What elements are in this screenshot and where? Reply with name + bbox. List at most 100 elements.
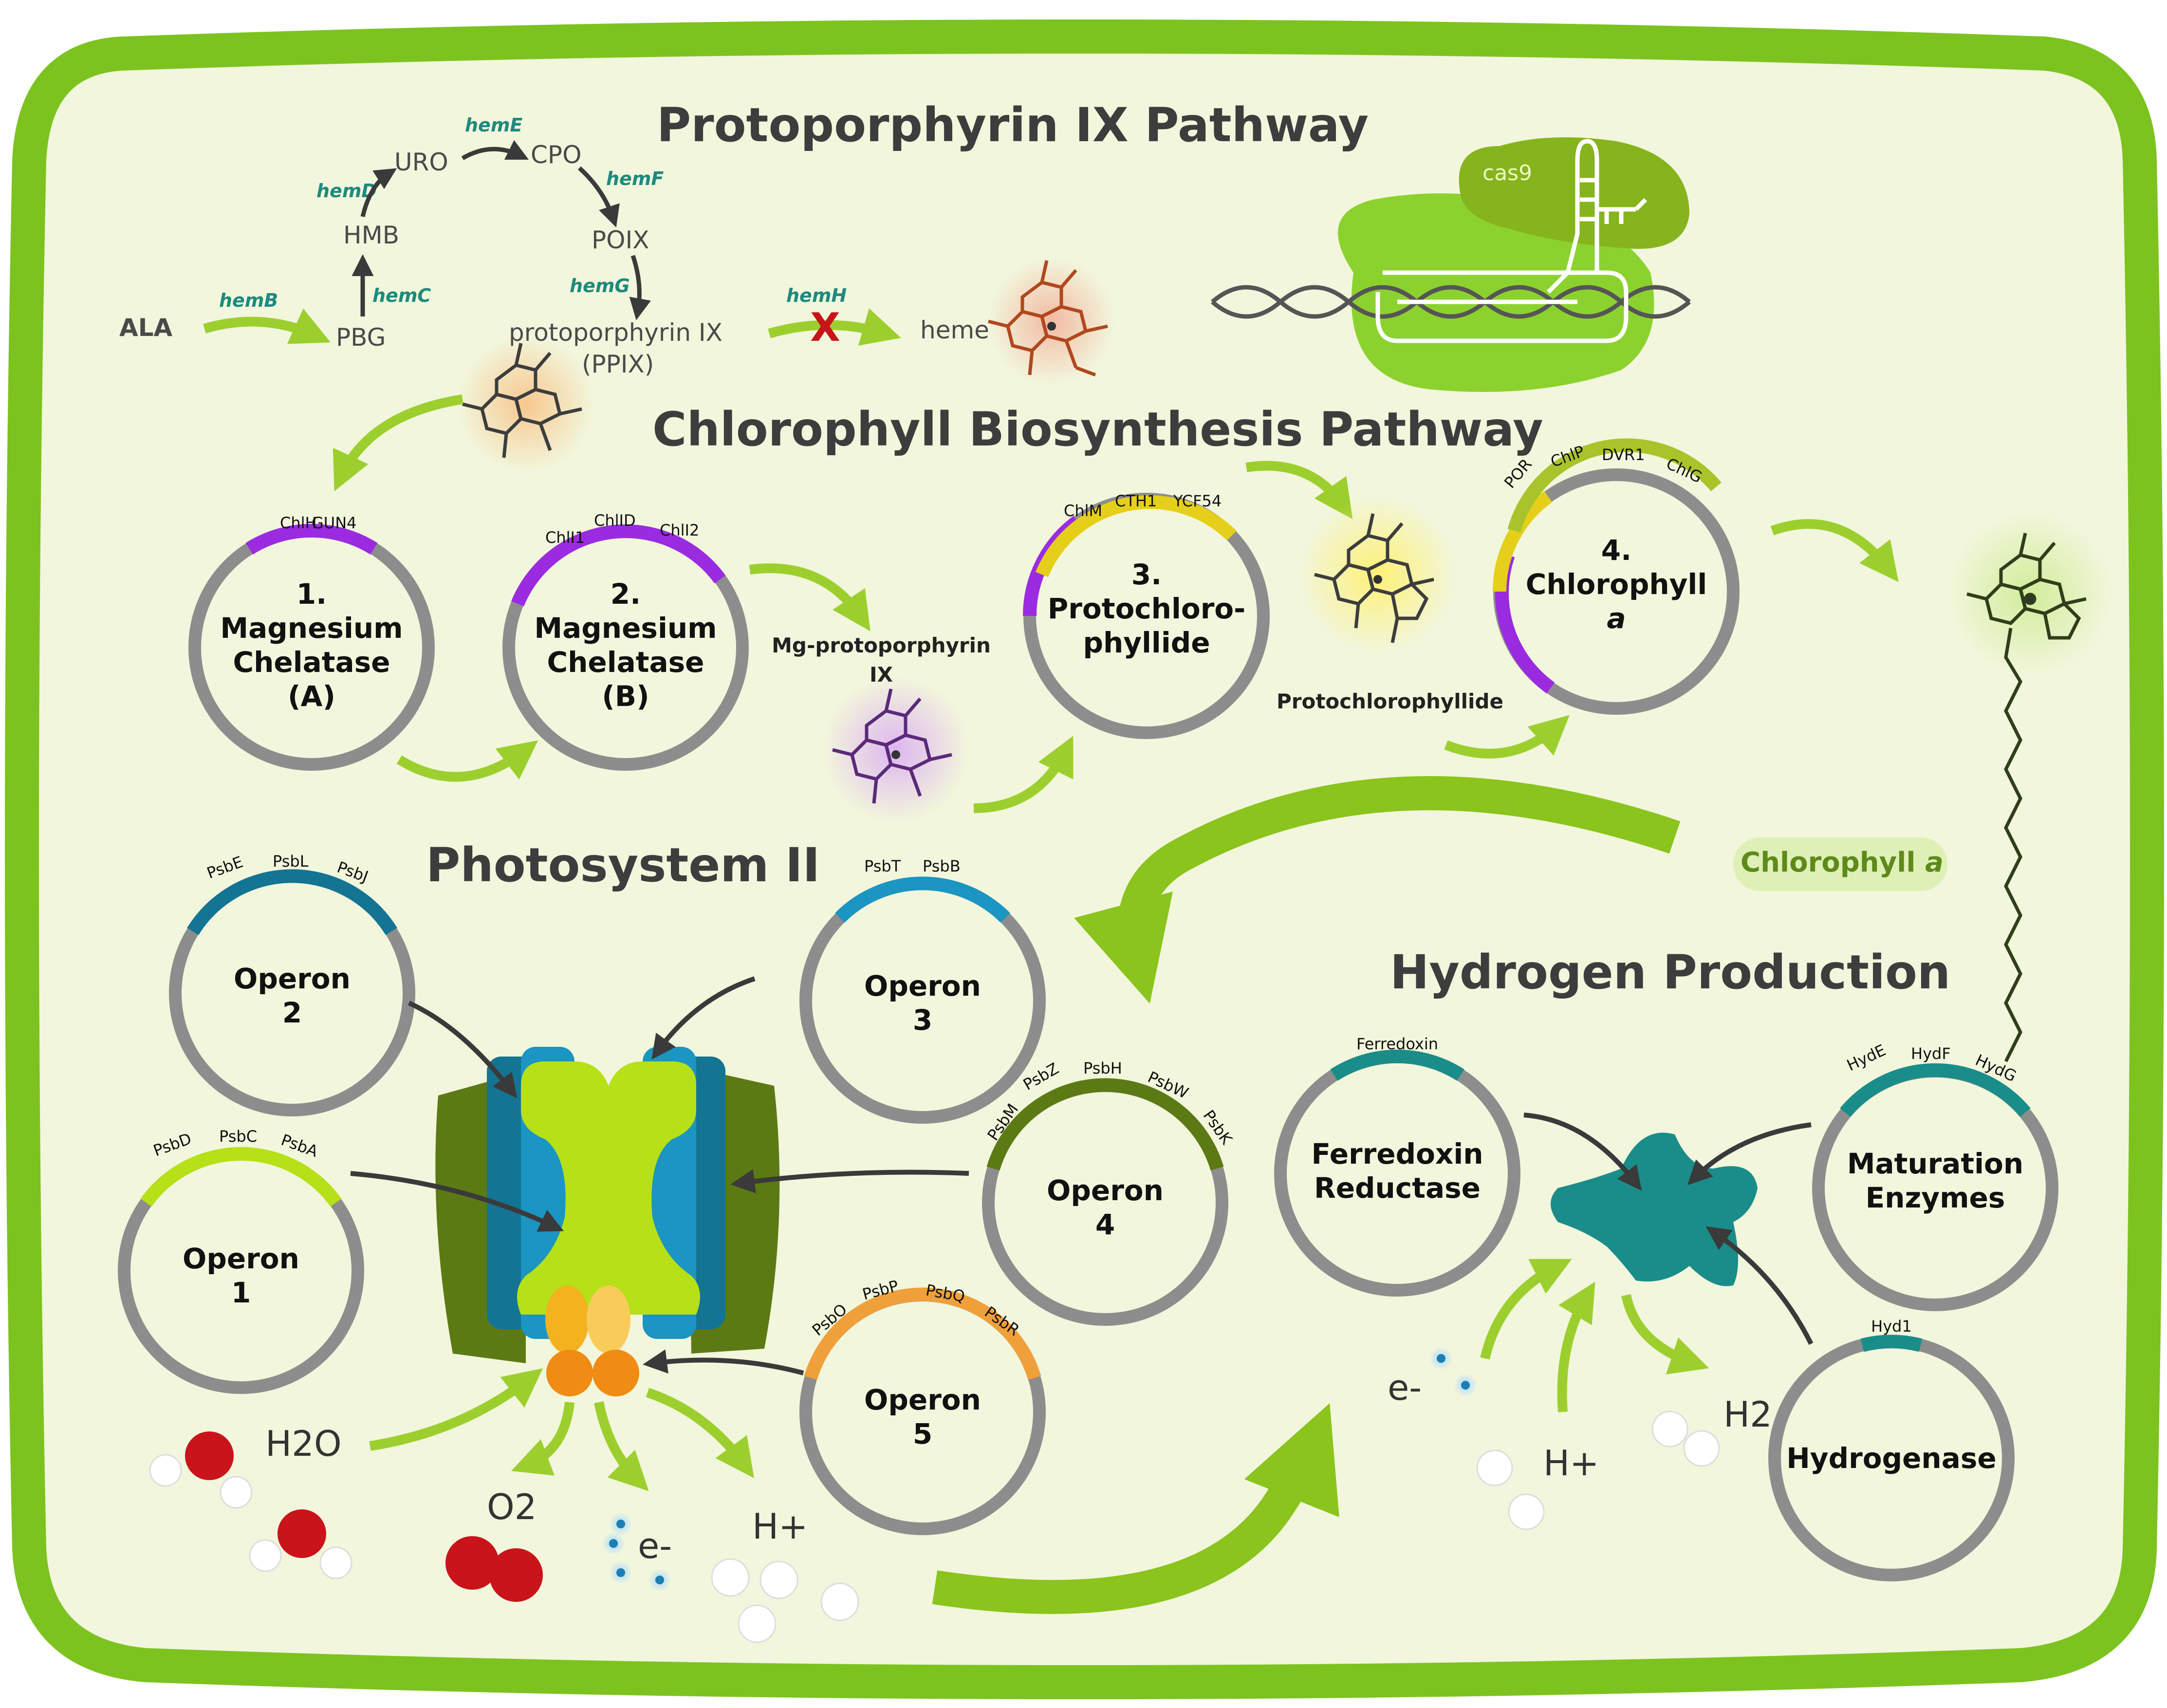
h2-electron-label: e- <box>1388 1367 1422 1408</box>
ferredoxin-reductase-line2: Reductase <box>1314 1171 1481 1205</box>
water-molecules-icon <box>149 1431 352 1579</box>
hydrogen-gas-icon <box>1651 1411 1720 1467</box>
plasmid1-line2: Magnesium <box>220 612 403 645</box>
segment-PsbH: PsbH <box>1083 1059 1122 1077</box>
plasmid2-line4: (B) <box>602 680 649 713</box>
gene-hemC: hemC <box>372 285 431 306</box>
plasmid-hydrogenase: Hyd1 Hydrogenase <box>1768 1317 2015 1581</box>
segment-YCF54: YCF54 <box>1173 492 1222 510</box>
cas9-label: cas9 <box>1482 161 1532 186</box>
arrow-h-in <box>1557 1281 1595 1412</box>
gene-hemF: hemF <box>606 168 664 189</box>
protochlorophyllide-molecule-icon <box>1300 497 1456 652</box>
gene-hemH: hemH <box>786 285 847 306</box>
operon4-line2: 4 <box>1095 1208 1115 1241</box>
hydrogen-title: Hydrogen Production <box>1390 945 1950 1000</box>
maturation-enzymes-line1: Maturation <box>1847 1147 2023 1180</box>
arrow-h2-out <box>1621 1294 1709 1374</box>
arrow-ppix-to-plasmid1 <box>333 394 463 492</box>
electrons-icon <box>602 1512 671 1592</box>
heme-molecule-icon <box>988 258 1115 385</box>
hmb-label: HMB <box>343 221 399 249</box>
arrow-p1-to-p2 <box>396 740 538 782</box>
plasmid1-line3: Chelatase <box>233 646 390 679</box>
o2-label: O2 <box>487 1486 537 1527</box>
mg-ppix-label-1: Mg-protoporphyrin <box>772 633 991 657</box>
plasmid2-line2: Magnesium <box>534 612 717 645</box>
arrow-e-in <box>1480 1259 1572 1360</box>
pbg-label: PBG <box>336 323 386 352</box>
arrow-maturation-to-enzyme <box>1687 1122 1812 1186</box>
h2-proton-label: H+ <box>1543 1443 1599 1484</box>
operon5-line2: 5 <box>913 1417 932 1450</box>
ferredoxin-reductase-line1: Ferredoxin <box>1311 1137 1483 1170</box>
arrow-hmb-uro <box>360 168 397 218</box>
protochlorophyllide-label: Protochlorophyllide <box>1277 689 1503 713</box>
arrow-h-out <box>646 1388 754 1478</box>
cas9-complex: cas9 <box>1211 137 1691 392</box>
uro-label: URO <box>394 148 448 176</box>
gene-hemE: hemE <box>465 114 522 136</box>
operon4-line1: Operon <box>1047 1174 1164 1207</box>
segment-PsbL: PsbL <box>273 852 309 871</box>
arrow-operon2-psii <box>407 1001 518 1098</box>
arrow-cpo-poix <box>577 166 620 228</box>
segment-Ferredoxin: Ferredoxin <box>1356 1035 1438 1053</box>
operon3-line2: 3 <box>913 1003 932 1037</box>
psii-title: Photosystem II <box>426 838 820 892</box>
segment-HydF: HydF <box>1911 1044 1951 1063</box>
oxygen-molecule-icon <box>445 1536 543 1602</box>
chl-title: Chlorophyll Biosynthesis Pathway <box>652 402 1543 457</box>
plasmid1-line1: 1. <box>296 577 327 611</box>
chlorophyll-a-badge <box>1733 837 1947 891</box>
segment-PsbC: PsbC <box>219 1127 257 1146</box>
protons-icon <box>711 1558 859 1643</box>
arrow-mgppix-to-p3 <box>973 736 1074 813</box>
arrow-operon4-psii <box>730 1169 969 1193</box>
operon5-line1: Operon <box>864 1383 981 1416</box>
plasmid4-line3: a <box>1607 602 1626 635</box>
h2o-label: H2O <box>265 1423 342 1464</box>
segment-GUN4: GUN4 <box>312 514 357 532</box>
phytol-tail <box>2004 628 2022 1062</box>
plasmid3-line3: phyllide <box>1083 626 1210 659</box>
blocked-x-icon: X <box>810 305 840 350</box>
plasmid1-line4: (A) <box>288 680 335 713</box>
operon-1: PsbD PsbC PsbA Operon 1 <box>118 1127 364 1394</box>
plasmid4-line2: Chlorophyll <box>1526 568 1707 601</box>
operon3-line1: Operon <box>864 969 981 1003</box>
h2-label: H2 <box>1723 1394 1772 1435</box>
gene-hemB: hemB <box>219 290 278 311</box>
operon-3: PsbT PsbB Operon 3 <box>799 857 1046 1124</box>
segment-DVR1: DVR1 <box>1602 446 1645 464</box>
arrow-o2-out <box>511 1401 574 1476</box>
ppix-abbr-label: (PPIX) <box>582 350 654 378</box>
chlorophyll-a-label: Chlorophyll a <box>1741 847 1944 878</box>
arrow-p4-to-chla <box>1770 519 1899 582</box>
ala-label: ALA <box>119 314 173 342</box>
segment-PsbT: PsbT <box>864 857 901 875</box>
arrow-h2o-in <box>369 1368 543 1451</box>
ppix-title: Protoporphyrin IX Pathway <box>657 98 1369 152</box>
arrow-chla-to-psii <box>1074 776 1681 1004</box>
arrow-ppix-heme <box>768 308 901 346</box>
heme-label: heme <box>920 316 989 344</box>
operon2-line1: Operon <box>234 962 351 995</box>
hydrogenase-line1: Hydrogenase <box>1786 1442 1996 1475</box>
segment-PsbB: PsbB <box>923 857 961 875</box>
arrow-uro-cpo <box>461 140 529 160</box>
dna-helix <box>1211 285 1691 319</box>
plasmid4-line1: 4. <box>1601 534 1631 567</box>
segment-ChlI2: ChlI2 <box>660 521 699 539</box>
plasmid-ferredoxin-reductase: Ferredoxin Ferredoxin Reductase <box>1274 1035 1520 1297</box>
plasmid2-line3: Chelatase <box>547 646 704 679</box>
electron-label: e- <box>638 1525 672 1566</box>
chlorophyll-a-molecule-icon <box>1947 511 2113 1062</box>
arrow-protochl-to-p4 <box>1444 715 1570 759</box>
segment-ChlID: ChlID <box>594 511 636 530</box>
arrow-p3-to-protochl <box>1245 461 1353 520</box>
h2-protons-icon <box>1476 1449 1545 1530</box>
arrow-ala-pbg <box>203 308 331 344</box>
guide-rna <box>1375 139 1648 343</box>
